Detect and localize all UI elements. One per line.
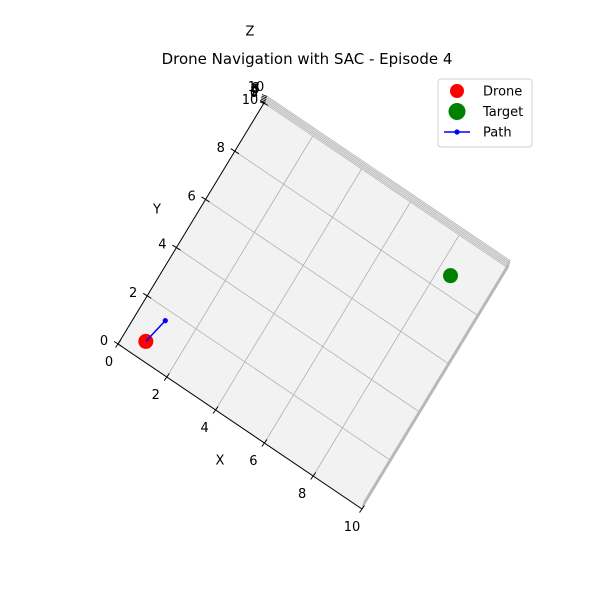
grid-line-y bbox=[234, 150, 480, 317]
x-tick-label: 8 bbox=[298, 487, 306, 502]
x-tick-label: 2 bbox=[152, 388, 160, 403]
z-tick-label: 8 bbox=[251, 81, 259, 96]
y-tick-mark bbox=[142, 292, 152, 299]
x-tick-mark bbox=[310, 472, 317, 480]
x-tick-label: 6 bbox=[249, 454, 257, 469]
x-tick-mark bbox=[212, 406, 219, 414]
y-tick-label: 2 bbox=[129, 286, 137, 301]
y-axis-line bbox=[117, 102, 265, 345]
z-tick-mark bbox=[260, 98, 266, 102]
y-tick-label: 10 bbox=[242, 93, 259, 108]
z-tick-mark bbox=[261, 97, 267, 100]
grid-line-x bbox=[166, 135, 314, 378]
grid-line-y bbox=[205, 199, 450, 365]
z-tick-mark bbox=[261, 94, 268, 97]
legend-drone-marker bbox=[450, 84, 464, 98]
y-tick-mark bbox=[172, 244, 181, 251]
y-tick-mark bbox=[230, 148, 240, 155]
path-point bbox=[162, 318, 168, 324]
z-tick-mark bbox=[261, 95, 267, 99]
legend-label: Target bbox=[482, 105, 523, 120]
y-tick-label: 6 bbox=[187, 189, 195, 204]
y-axis-label: Y bbox=[152, 203, 161, 218]
pane-y-wall bbox=[264, 95, 510, 268]
chart-title: Drone Navigation with SAC - Episode 4 bbox=[162, 50, 453, 68]
x-tick-label: 10 bbox=[344, 520, 361, 535]
grid-line-vertical bbox=[507, 260, 511, 269]
x-tick-label: 0 bbox=[105, 355, 113, 370]
x-tick-mark bbox=[163, 373, 170, 381]
y-tick-label: 4 bbox=[158, 238, 166, 253]
z-tick-mark bbox=[259, 101, 266, 105]
legend-label: Drone bbox=[483, 85, 522, 100]
y-tick-mark bbox=[201, 196, 210, 203]
z-axis-label: Z bbox=[246, 25, 255, 40]
y-tick-mark bbox=[259, 100, 269, 106]
grid-line-x bbox=[312, 234, 460, 477]
y-tick-label: 0 bbox=[100, 334, 108, 349]
z-tick-label: 0 bbox=[250, 86, 258, 101]
path-line bbox=[145, 320, 166, 342]
legend-label: Path bbox=[483, 126, 512, 141]
grid-line-x bbox=[215, 168, 362, 411]
z-tick-label: 2 bbox=[250, 85, 258, 100]
x-tick-mark bbox=[359, 505, 365, 513]
z-tick-label: 6 bbox=[251, 82, 259, 97]
grid-line-y bbox=[146, 295, 392, 462]
x-tick-label: 4 bbox=[200, 421, 208, 436]
x-axis-line bbox=[117, 343, 363, 510]
legend-target-marker bbox=[448, 103, 466, 120]
legend-path-marker bbox=[454, 129, 460, 135]
legend: Drone Target Path bbox=[437, 78, 533, 148]
y-tick-label: 8 bbox=[217, 141, 225, 156]
z-tick-mark bbox=[260, 100, 266, 103]
grid-line-x bbox=[264, 201, 411, 444]
z-tick-label: 4 bbox=[251, 84, 259, 99]
pane-floor bbox=[118, 103, 508, 509]
x-tick-mark bbox=[261, 439, 268, 447]
target-point bbox=[443, 268, 458, 284]
y-tick-mark bbox=[113, 341, 123, 347]
grid-line-y bbox=[176, 247, 421, 413]
x-axis-label: X bbox=[216, 454, 225, 469]
z-tick-label: 10 bbox=[248, 80, 265, 95]
